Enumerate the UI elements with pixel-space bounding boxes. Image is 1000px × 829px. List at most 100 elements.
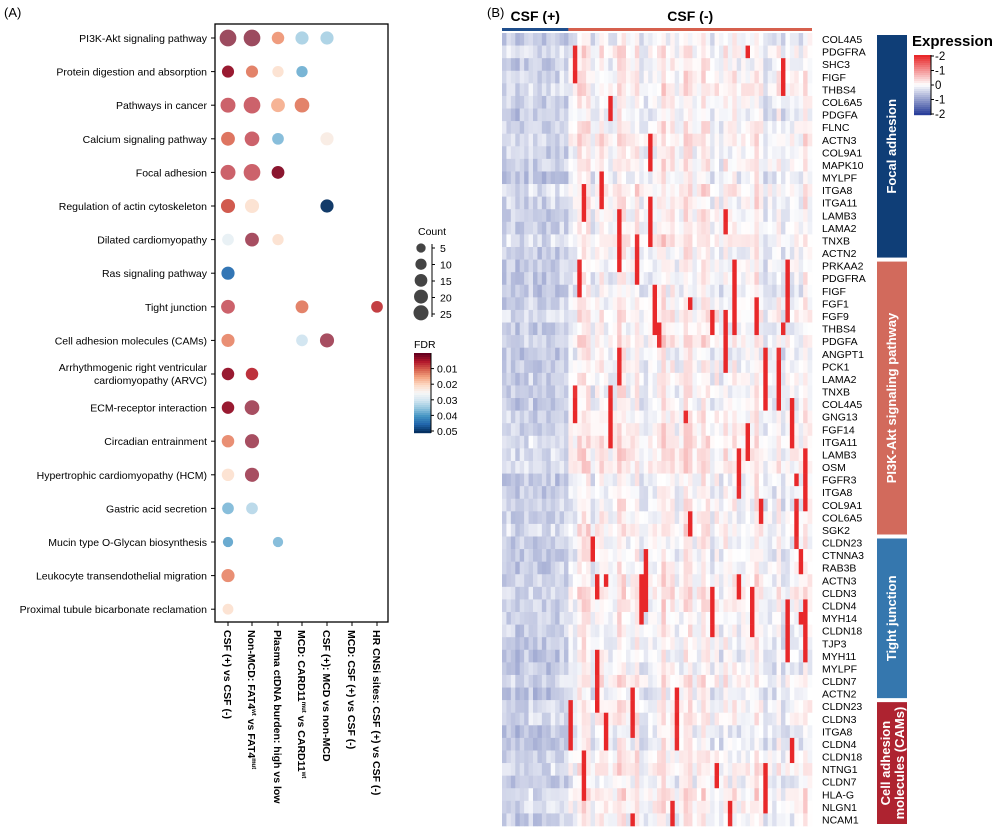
heatmap-cell [789, 309, 795, 323]
heatmap-cell [537, 385, 543, 399]
heatmap-cell [754, 70, 760, 84]
heatmap-cell [679, 171, 684, 185]
heatmap-cell [608, 272, 614, 286]
heatmap-cell [705, 410, 711, 424]
heatmap-cell [727, 70, 733, 84]
heatmap-cell [763, 649, 769, 663]
heatmap-cell [564, 398, 569, 411]
heatmap-cell [705, 498, 711, 512]
heatmap-cell [679, 523, 684, 537]
heatmap-cell [648, 523, 653, 537]
heatmap-cell [705, 95, 711, 109]
heatmap-cell [692, 196, 698, 210]
heatmap-cell [710, 788, 715, 802]
heatmap-cell [577, 750, 583, 764]
heatmap-cell [524, 121, 529, 134]
heatmap-cell [683, 788, 689, 802]
heatmap-cell [617, 209, 622, 223]
heatmap-cell [595, 460, 600, 474]
heatmap-cell [732, 335, 738, 348]
heatmap-cell [617, 272, 622, 286]
fdr-legend-label: 0.04 [437, 410, 458, 422]
heatmap-cell [630, 423, 636, 437]
heatmap-cell [657, 70, 662, 84]
heatmap-cell [634, 435, 640, 449]
gene-label: CLDN4 [822, 739, 857, 751]
heatmap-cell [506, 523, 512, 537]
heatmap-cell [683, 234, 689, 248]
heatmap-cell [502, 637, 507, 651]
heatmap-cell [665, 284, 671, 298]
heatmap-cell [572, 196, 578, 210]
heatmap-cell [630, 221, 636, 235]
heatmap-cell [626, 712, 631, 726]
heatmap-cell [785, 335, 791, 348]
heatmap-cell [688, 662, 693, 676]
heatmap-cell [670, 221, 676, 235]
heatmap-cell [741, 385, 746, 399]
heatmap-cell [772, 108, 777, 122]
heatmap-cell [794, 284, 800, 298]
heatmap-cell [564, 95, 569, 109]
heatmap-cell [603, 95, 609, 109]
heatmap-cell [657, 687, 662, 701]
heatmap-cell [794, 813, 800, 827]
heatmap-cell [564, 473, 569, 487]
heatmap-cell [617, 423, 622, 437]
heatmap-cell [719, 737, 724, 751]
heatmap-cell [568, 347, 574, 361]
heatmap-cell [581, 800, 587, 814]
heatmap-cell [510, 460, 516, 474]
heatmap-cell [688, 448, 693, 462]
heatmap-cell [528, 586, 534, 600]
heatmap-cell [758, 700, 764, 714]
heatmap-cell [727, 423, 733, 437]
heatmap-cell [781, 561, 786, 575]
heatmap-cell [670, 423, 676, 437]
heatmap-cell [550, 498, 556, 512]
heatmap-cell [519, 158, 525, 172]
heatmap-cell [741, 246, 746, 260]
heatmap-cell [515, 599, 521, 613]
heatmap-cell [652, 158, 658, 172]
heatmap-cell [568, 133, 574, 147]
heatmap-cell [550, 297, 556, 311]
heatmap-cell [524, 45, 529, 59]
heatmap-cell [763, 763, 769, 776]
heatmap-cell [510, 146, 516, 160]
heatmap-cell [586, 146, 591, 160]
heatmap-cell [750, 309, 755, 323]
heatmap-cell [665, 335, 671, 348]
heatmap-cell [670, 662, 676, 676]
heatmap-cell [537, 536, 543, 550]
heatmap-cell [643, 95, 649, 109]
heatmap-cell [745, 272, 751, 286]
heatmap-cell [519, 133, 525, 147]
fdr-colorbar-segment [414, 407, 431, 410]
heatmap-cell [603, 259, 609, 273]
heatmap-cell [679, 385, 684, 399]
heatmap-cell [741, 523, 746, 537]
heatmap-cell [741, 158, 746, 172]
heatmap-cell [745, 763, 751, 776]
heatmap-cell [772, 574, 777, 588]
heatmap-cell [652, 234, 658, 248]
heatmap-cell [626, 259, 631, 273]
heatmap-cell [555, 486, 560, 500]
heatmap-cell [754, 284, 760, 298]
heatmap-cell [679, 108, 684, 122]
heatmap-cell [634, 498, 640, 512]
heatmap-cell [608, 58, 614, 72]
heatmap-cell [550, 561, 556, 575]
heatmap-cell [767, 662, 773, 676]
expression-colorbar-segment [914, 87, 931, 90]
gene-label: ITGA8 [822, 185, 853, 197]
dot-point [222, 536, 234, 548]
heatmap-cell [807, 95, 813, 109]
heatmap-cell [639, 725, 645, 739]
heatmap-cell [679, 813, 684, 827]
heatmap-cell [750, 184, 755, 197]
fdr-colorbar-segment [414, 395, 431, 398]
heatmap-cell [696, 284, 702, 298]
heatmap-cell [745, 674, 751, 688]
